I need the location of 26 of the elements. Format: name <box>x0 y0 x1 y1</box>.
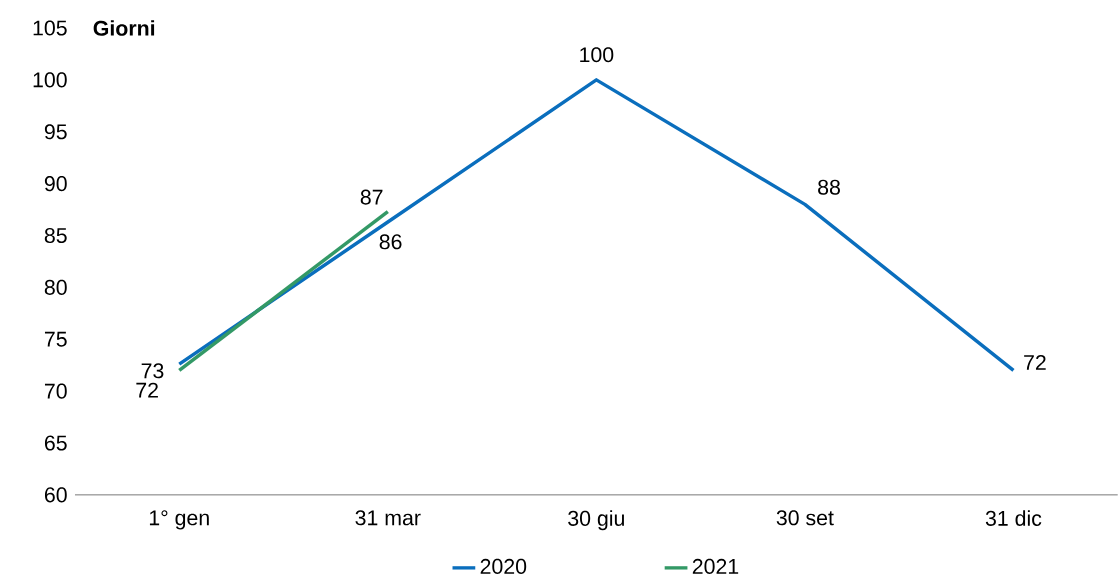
y-tick-label: 75 <box>44 331 67 347</box>
y-tick-label: 95 <box>44 124 67 140</box>
data-label: 86 <box>379 234 402 250</box>
x-tick-label: 1° gen <box>149 510 209 530</box>
data-label: 72 <box>136 382 158 398</box>
line-series <box>177 78 1016 372</box>
legend-label: 2020 <box>480 558 527 574</box>
legend-label: 2021 <box>692 558 739 574</box>
x-tick-label: 30 set <box>776 510 834 526</box>
y-tick-label: 80 <box>44 279 67 295</box>
y-tick-label: 70 <box>44 383 67 399</box>
data-label: 88 <box>818 179 840 195</box>
data-label: 100 <box>580 47 614 63</box>
y-tick-label: 100 <box>33 72 67 88</box>
y-tick-label: 105 <box>33 20 67 36</box>
y-tick-label: 60 <box>44 487 67 503</box>
data-label: 87 <box>360 189 383 205</box>
data-label: 72 <box>1024 354 1046 370</box>
y-tick-label: 85 <box>44 227 67 243</box>
data-label: 73 <box>141 363 164 379</box>
x-tick-label: 30 giu <box>568 510 624 531</box>
x-tick-label: 31 dic <box>985 510 1042 526</box>
x-tick-label: 31 mar <box>355 510 421 526</box>
y-tick-label: 65 <box>44 435 67 451</box>
y-tick-label: 90 <box>44 175 67 192</box>
y-axis-title: Giorni <box>93 20 155 36</box>
